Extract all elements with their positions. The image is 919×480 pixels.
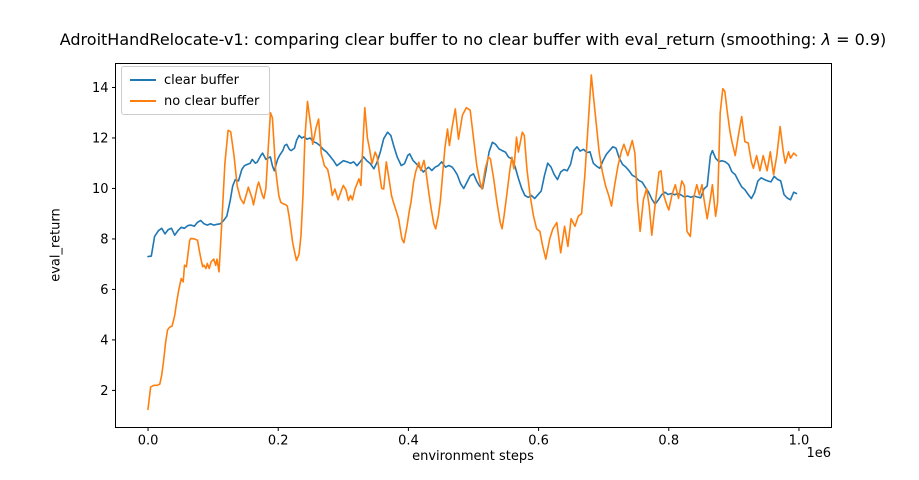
y-tick-label: 4	[100, 333, 108, 348]
y-tick-label: 12	[92, 131, 109, 146]
chart-title-suffix: = 0.9)	[831, 30, 887, 49]
chart-title-text: AdroitHandRelocate-v1: comparing clear b…	[59, 30, 822, 49]
plot-border	[115, 63, 832, 428]
legend-label: no clear buffer	[164, 93, 260, 109]
x-tick-label: 0.4	[398, 434, 419, 449]
x-tick-label: 0.6	[528, 434, 549, 449]
chart-title: AdroitHandRelocate-v1: comparing clear b…	[60, 30, 887, 49]
x-tick-label: 1.0	[789, 434, 810, 449]
x-tick-label: 0.2	[268, 434, 289, 449]
legend-line-sample-blue	[130, 79, 156, 81]
lambda-symbol: λ	[821, 30, 831, 49]
legend-entry-no-clear-buffer: no clear buffer	[130, 92, 259, 110]
series-line-no-clear-buffer	[147, 74, 798, 411]
x-axis-offset-label: 1e6	[806, 446, 831, 461]
legend-entry-clear-buffer: clear buffer	[130, 71, 259, 89]
x-tick-label: 0.8	[658, 434, 679, 449]
y-tick-label: 8	[100, 232, 108, 247]
legend-label: clear buffer	[164, 72, 239, 88]
y-tick-label: 2	[100, 384, 108, 399]
y-tick-label: 6	[100, 283, 108, 298]
legend-line-sample-orange	[130, 100, 156, 102]
x-tick-label: 0.0	[138, 434, 159, 449]
series-line-clear-buffer	[147, 131, 798, 258]
legend-box: clear buffer no clear buffer	[121, 66, 271, 115]
x-axis-label: environment steps	[412, 449, 534, 464]
y-tick-label: 10	[92, 182, 109, 197]
y-axis-label: eval_return	[48, 208, 64, 282]
y-tick-label: 14	[92, 81, 109, 96]
